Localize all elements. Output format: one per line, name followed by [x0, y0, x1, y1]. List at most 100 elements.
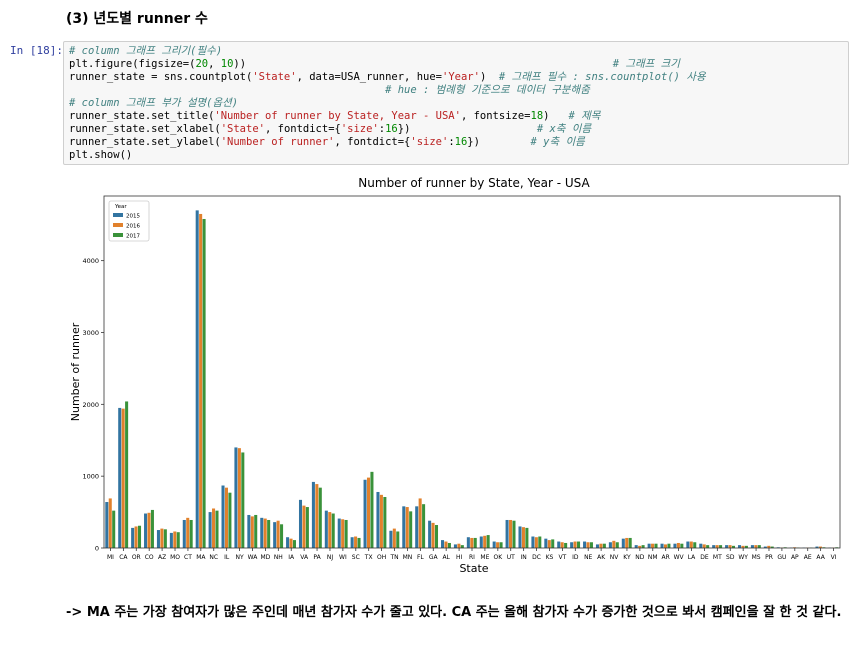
bar-wa-2015	[247, 514, 251, 548]
x-axis-label: State	[459, 562, 488, 575]
bar-wy-2015	[737, 545, 742, 548]
chart: Number of runner by State, Year - USA Nu…	[63, 170, 849, 580]
code-cell[interactable]: # column 그래프 그리기(필수) plt.figure(figsize=(…	[63, 41, 849, 165]
bar-id-2015	[570, 542, 574, 548]
code-token: runner_state.set_xlabel(	[69, 123, 221, 135]
x-tick-label: DE	[700, 554, 709, 561]
bar-nm-2015	[647, 543, 651, 548]
bar-tn-2016	[392, 528, 396, 548]
bar-az-2015	[156, 530, 160, 548]
bar-ms-2015	[750, 545, 754, 548]
bar-pr-2015	[763, 546, 767, 548]
x-tick-label: GA	[429, 554, 439, 561]
x-tick-label: AA	[816, 554, 825, 561]
bar-mt-2015	[712, 545, 716, 548]
bar-la-2015	[686, 541, 690, 548]
bar-in-2016	[521, 527, 525, 548]
code-line: # hue : 범례형 기준으로 데이터 구분해줌	[69, 84, 843, 97]
x-tick-label: IA	[288, 554, 295, 561]
chart-title: Number of runner by State, Year - USA	[358, 176, 590, 190]
x-tick-label: TN	[389, 554, 398, 561]
x-tick-label: VT	[558, 554, 566, 561]
bar-mn-2015	[402, 506, 406, 548]
bar-wa-2017	[254, 514, 258, 548]
axes-frame	[103, 195, 841, 549]
code-token: 16	[454, 136, 468, 148]
x-tick-label: MO	[170, 554, 180, 561]
bar-md-2016	[263, 518, 267, 548]
legend: Year 2015 2016 2017	[108, 200, 150, 242]
bar-va-2017	[305, 507, 309, 548]
code-line: runner_state = sns.countplot('State', da…	[69, 71, 843, 84]
x-tick-label: WI	[339, 554, 347, 561]
bar-il-2015	[221, 485, 225, 548]
code-token: 'State'	[252, 71, 297, 83]
x-tick-label: ID	[572, 554, 579, 561]
code-token: runner_state.set_ylabel(	[69, 136, 221, 148]
y-tick-label: 4000	[82, 257, 99, 265]
x-tick-label: AK	[597, 554, 606, 561]
bar-tx-2015	[363, 479, 367, 548]
x-tick-label: MD	[261, 554, 271, 561]
bar-ar-2016	[663, 544, 667, 548]
x-tick-label: ND	[635, 554, 644, 561]
bar-ri-2017	[473, 537, 477, 548]
bar-nd-2016	[638, 545, 642, 548]
x-tick-label: MI	[107, 554, 114, 561]
bar-ky-2015	[621, 538, 625, 548]
code-token: ,	[208, 58, 221, 70]
bar-ct-2016	[186, 517, 190, 548]
bar-ak-2016	[599, 543, 603, 548]
code-token: # y축 이름	[530, 136, 585, 148]
bar-ok-2017	[499, 542, 503, 548]
bar-me-2017	[486, 535, 490, 548]
code-token: )	[543, 110, 569, 122]
x-tick-label: SD	[726, 554, 735, 561]
code-line: runner_state.set_title('Number of runner…	[69, 110, 843, 123]
x-tick-label: VA	[300, 554, 309, 561]
bar-ct-2017	[189, 519, 193, 548]
x-tick-label: TX	[364, 554, 373, 561]
bar-nh-2015	[273, 522, 277, 548]
bar-al-2016	[444, 541, 448, 548]
bar-in-2015	[518, 526, 522, 548]
bar-de-2016	[702, 544, 706, 548]
x-tick-label: NC	[209, 554, 218, 561]
bar-oh-2017	[383, 497, 387, 548]
bar-sc-2016	[354, 536, 358, 548]
bar-pa-2015	[311, 481, 315, 548]
bar-oh-2016	[379, 494, 383, 548]
x-tick-label: OK	[493, 554, 503, 561]
bar-wv-2017	[680, 543, 684, 548]
bar-wi-2016	[341, 519, 345, 548]
bar-ky-2016	[625, 537, 629, 548]
bar-ut-2017	[512, 520, 516, 548]
bar-mi-2015	[105, 502, 109, 548]
code-line: runner_state.set_xlabel('State', fontdic…	[69, 123, 843, 136]
bar-fl-2016	[418, 498, 422, 548]
bar-ia-2016	[289, 538, 293, 548]
bar-sc-2015	[350, 537, 354, 548]
bar-ny-2016	[237, 448, 241, 548]
bar-nh-2016	[276, 520, 280, 548]
y-tick-label: 3000	[82, 329, 99, 337]
x-tick-label: PA	[313, 554, 321, 561]
bar-nh-2017	[280, 524, 284, 548]
code-token: # 그래프 크기	[612, 58, 680, 70]
bar-wv-2015	[673, 543, 677, 548]
bar-nc-2016	[212, 508, 216, 548]
bar-fl-2015	[415, 506, 419, 548]
bar-nj-2016	[328, 512, 332, 548]
x-tick-label: MS	[752, 554, 761, 561]
bar-vt-2015	[557, 541, 561, 548]
bar-hi-2016	[457, 543, 461, 548]
bar-wy-2017	[744, 545, 748, 548]
bar-ny-2015	[234, 447, 238, 548]
bar-ok-2015	[492, 541, 496, 548]
bar-ks-2017	[551, 539, 555, 548]
x-tick-label: PR	[765, 554, 773, 561]
bar-mi-2016	[108, 498, 112, 548]
bar-sd-2017	[731, 545, 736, 548]
bar-hi-2015	[453, 544, 457, 548]
bar-ri-2015	[466, 537, 470, 548]
